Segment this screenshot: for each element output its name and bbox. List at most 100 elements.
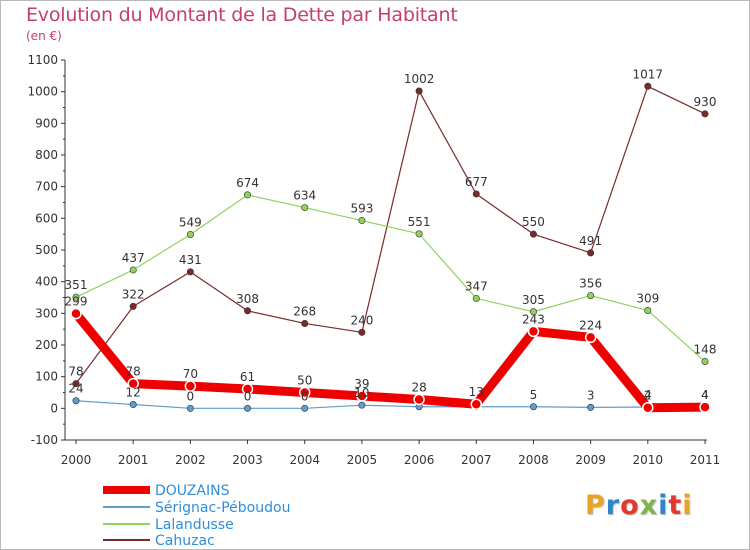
data-label: 39 [354,377,369,391]
data-point [529,308,537,316]
x-tick-label: 2004 [289,453,320,467]
y-tick-label: 300 [35,306,58,320]
x-tick-label: 2010 [633,453,664,467]
data-label: 1002 [404,72,435,86]
data-label: 70 [183,367,198,381]
data-label: 3 [587,388,595,402]
y-tick-label: 500 [35,243,58,257]
logo-letter: x [639,490,659,521]
legend-label: Cahuzac [155,533,215,549]
data-point [470,398,483,410]
logo-letter: P [585,490,606,521]
data-label: 347 [465,279,488,293]
y-tick-label: 700 [35,180,58,194]
logo-letter: o [620,490,640,521]
data-point [587,249,595,257]
data-label: 50 [297,374,312,388]
data-point [72,397,80,405]
data-label: 437 [122,251,145,265]
series-line-2 [75,194,706,363]
data-point [72,380,80,388]
x-tick-label: 2001 [118,453,149,467]
data-point [244,404,252,412]
data-point [129,266,137,274]
data-point [644,82,652,90]
data-point [186,404,194,412]
data-point [358,328,366,336]
logo-letter: i [682,490,693,521]
data-point [301,404,309,412]
x-tick-label: 2009 [575,453,606,467]
legend-label: Lalandusse [155,517,234,533]
data-label: 28 [411,380,426,394]
data-label: 13 [469,385,484,399]
data-point [472,294,480,302]
y-tick-label: 200 [35,338,58,352]
x-tick-label: 2006 [404,453,435,467]
data-label: 0 [187,389,195,403]
data-point [587,403,595,411]
proxiti-logo: Proxiti [585,490,693,521]
data-label: 24 [68,382,83,396]
data-label: 674 [236,176,259,190]
data-point [301,204,309,212]
y-tick-label: 900 [35,116,58,130]
data-label: 4 [701,388,709,402]
legend-label: Sérignac-Péboudou [155,500,290,516]
logo-letter: t [668,490,683,521]
data-point [472,190,480,198]
data-label: 551 [408,215,431,229]
data-label: 308 [236,292,259,306]
data-label: 5 [530,388,538,402]
data-label: 299 [65,295,88,309]
data-point [298,386,311,399]
data-point [415,230,423,238]
data-point [587,292,595,300]
x-tick-label: 2005 [347,453,378,467]
data-point [358,401,366,409]
x-tick-label: 2000 [61,453,92,467]
data-label: 224 [579,318,602,332]
data-point [642,401,654,414]
series-line-0 [71,309,710,413]
logo-letter: i [658,490,669,521]
y-tick-label: 600 [35,211,58,225]
data-label: 634 [293,189,316,203]
data-point [72,293,80,301]
data-point [699,401,711,413]
data-point [644,306,652,314]
y-tick-label: 100 [35,370,58,384]
data-label: 4 [644,388,652,402]
data-label: 351 [65,278,88,292]
data-point [186,230,194,238]
data-point [184,380,197,392]
y-tick-label: 0 [50,401,58,415]
data-label: 322 [122,287,145,301]
data-label: 148 [694,342,717,356]
data-label: 491 [579,234,602,248]
data-label: 593 [350,202,373,216]
y-tick-label: 1000 [27,85,58,99]
chart-title: Evolution du Montant de la Dette par Hab… [26,4,458,26]
data-point [241,383,254,395]
data-point [70,307,82,320]
data-point [527,325,540,338]
data-point [413,393,425,406]
data-point [129,401,137,409]
data-point [127,377,139,390]
legend-label: DOUZAINS [155,483,230,499]
x-tick-label: 2002 [175,453,206,467]
y-tick-label: -100 [31,433,58,447]
data-label: 1017 [633,67,664,81]
data-label: 243 [522,312,545,326]
data-label: 61 [240,370,255,384]
series-line-1 [75,400,706,409]
data-point [529,230,537,238]
data-label: 549 [179,215,202,229]
data-point [358,217,366,225]
data-label: 0 [244,389,252,403]
data-label: 240 [350,313,373,327]
data-point [701,110,709,118]
data-label: 309 [636,291,659,305]
